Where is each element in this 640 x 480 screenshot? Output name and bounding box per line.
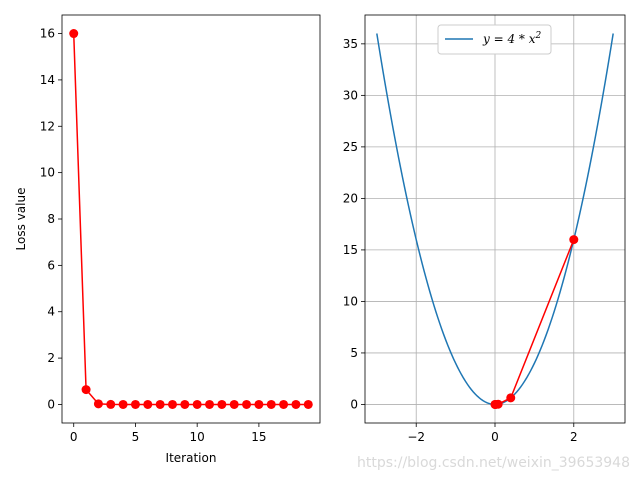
legend-box <box>437 24 552 55</box>
parabola-ytick-label: 0 <box>350 397 358 411</box>
legend-label-main: y = 4 * x <box>482 32 536 46</box>
loss-series-0-point <box>167 399 177 409</box>
loss-series-0-point <box>291 399 301 409</box>
loss-ytick-label: 8 <box>47 212 55 226</box>
loss-series-0-point <box>266 399 276 409</box>
loss-series-0-point <box>242 399 252 409</box>
loss-xtick-label: 5 <box>132 430 140 444</box>
loss-chart-ticks: 0 5 10 15 0 2 4 6 8 10 12 14 16 <box>40 27 267 444</box>
loss-xtick-label: 10 <box>190 430 205 444</box>
loss-series-0-point <box>229 399 239 409</box>
loss-chart-frame <box>61 14 321 424</box>
parabola-ytick-label: 35 <box>343 37 358 51</box>
parabola-ytick-label: 10 <box>343 294 358 308</box>
loss-ytick-label: 6 <box>47 258 55 272</box>
loss-series-0-point <box>143 399 153 409</box>
loss-series-0-point <box>279 399 289 409</box>
loss-series-0-point <box>217 399 227 409</box>
loss-series-0-point <box>130 399 140 409</box>
loss-xtick-label: 15 <box>251 430 266 444</box>
parabola-xtick-label: −2 <box>407 430 425 444</box>
loss-series-0-point <box>303 399 313 409</box>
loss-ytick-label: 4 <box>47 305 55 319</box>
parabola-series-1-point <box>506 393 516 403</box>
legend: y = 4 * x2 <box>437 24 552 55</box>
parabola-xtick-label: 0 <box>491 430 499 444</box>
loss-ytick-label: 10 <box>40 166 55 180</box>
loss-ytick-label: 12 <box>40 119 55 133</box>
loss-series-0-point <box>106 399 116 409</box>
parabola-series-1-point <box>569 235 579 245</box>
parabola-series <box>376 33 614 409</box>
parabola-xtick-label: 2 <box>570 430 578 444</box>
parabola-chart-frame <box>364 14 626 424</box>
parabola-ytick-label: 15 <box>343 243 358 257</box>
parabola-series-1-point <box>490 399 500 409</box>
loss-xtick-label: 0 <box>70 430 78 444</box>
loss-series-0-point <box>192 399 202 409</box>
loss-ytick-label: 14 <box>40 73 55 87</box>
parabola-ytick-label: 25 <box>343 140 358 154</box>
loss-series-0-point <box>93 399 103 409</box>
loss-series-0-point <box>155 399 165 409</box>
loss-series-0-point <box>180 399 190 409</box>
loss-ytick-label: 16 <box>40 27 55 41</box>
loss-chart-xlabel: Iteration <box>166 451 217 465</box>
loss-chart: 0 5 10 15 0 2 4 6 8 10 12 14 16 Iteration Loss value <box>14 14 321 465</box>
loss-series-0-point <box>118 399 128 409</box>
loss-ytick-label: 2 <box>47 351 55 365</box>
legend-label-superscript: 2 <box>535 31 542 41</box>
loss-series-0-point <box>254 399 264 409</box>
parabola-ytick-label: 30 <box>343 88 358 102</box>
loss-ytick-label: 0 <box>47 397 55 411</box>
parabola-ytick-label: 20 <box>343 191 358 205</box>
loss-series-0-point <box>81 385 91 395</box>
loss-series-0-point <box>69 29 79 39</box>
legend-label: y = 4 * x2 <box>482 31 542 46</box>
loss-series-0-point <box>205 399 215 409</box>
parabola-ytick-label: 5 <box>350 346 358 360</box>
loss-series <box>69 29 313 409</box>
loss-chart-ylabel: Loss value <box>14 188 28 251</box>
watermark: https://blog.csdn.net/weixin_39653948 <box>357 455 630 471</box>
